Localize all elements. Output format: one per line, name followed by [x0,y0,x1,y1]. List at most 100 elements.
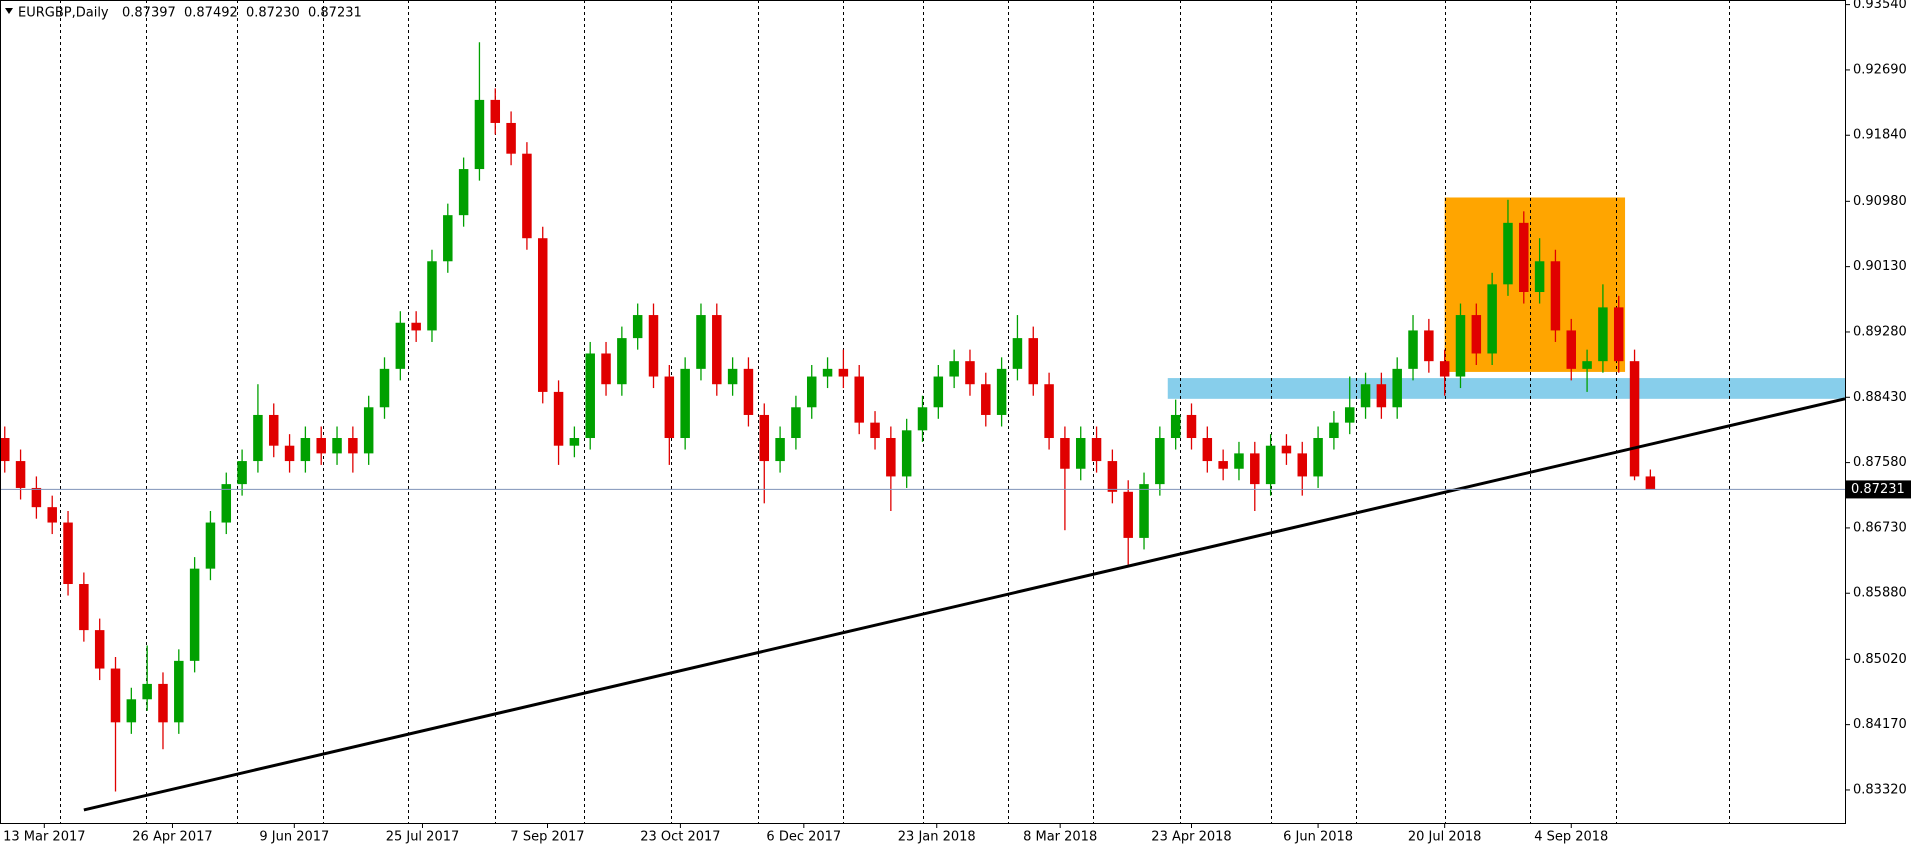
menu-triangle [5,8,13,14]
candle-body [617,338,627,385]
x-tick-label: 23 Oct 2017 [640,830,720,845]
candle-body [1550,261,1561,331]
x-tick-label: 26 Apr 2017 [132,830,212,845]
candle-body [458,169,469,216]
candle-body [1012,338,1023,369]
candle-body [284,445,295,462]
x-tick-label: 9 Jun 2017 [259,830,329,845]
y-tick-label: 0.86730 [1853,520,1907,535]
y-tick-label: 0.89280 [1853,324,1907,339]
candle-body [316,438,326,454]
candle-body [300,438,311,462]
x-tick-label: 6 Dec 2017 [766,830,841,845]
candle-body [870,422,880,439]
overlays [0,397,1846,812]
candle-body [965,361,975,385]
candle-body [110,668,121,723]
candle-body [411,322,421,331]
candles [0,42,1656,792]
candle-body [1344,407,1355,423]
ohlc-value: 0.87397 [122,6,176,21]
candle-body [0,438,10,462]
candle-body [696,315,706,369]
x-tick-label: 25 Jul 2017 [386,830,460,845]
candle-body [1360,384,1371,408]
candle-body [886,438,896,477]
candle-body [585,353,595,439]
candle-body [1170,414,1181,439]
y-tick-label: 0.92690 [1853,62,1907,77]
axes: 0.93540 0.92690 0.91840 0.90980 0.90130 0.892… [3,0,1911,845]
candle-body [1471,315,1482,354]
candle-body [1107,461,1118,492]
candle-body [253,414,263,462]
candle-body [822,368,833,377]
candle-body [1534,261,1545,293]
y-tick-label: 0.83320 [1853,782,1907,797]
candle-body [901,430,912,477]
candle-body [158,683,168,723]
candle-body [522,153,532,239]
candle-body [1582,361,1592,369]
candle-body [1218,461,1228,469]
candle-body [1091,438,1102,462]
candle-body [63,522,73,585]
x-tick-label: 23 Jan 2018 [898,830,976,845]
candle-body [791,407,801,439]
candle-body [981,384,991,415]
candle-body [94,630,105,669]
trend-line [83,397,1846,812]
candle-body [221,484,232,523]
candle-body [1281,445,1292,454]
y-tick-label: 0.90980 [1853,194,1907,209]
ohlc-value: 0.87231 [308,6,362,21]
candle-body [189,568,200,661]
x-tick-label: 4 Sep 2018 [1534,830,1608,845]
candle-body [1392,368,1402,408]
candle-body [474,99,485,170]
candle-body [1598,307,1608,362]
candle-body [142,683,152,700]
candle-body [490,99,501,123]
candle-body [1123,491,1133,538]
candle-body [1439,361,1450,377]
candle-body [537,238,548,392]
candle-body [395,322,406,369]
candle-body [775,438,785,462]
x-tick-label: 20 Jul 2018 [1408,830,1482,845]
candle-body [712,315,722,385]
candle-body [1202,438,1213,462]
candle-body [1566,330,1577,369]
candle-body [47,507,57,523]
candle-body [1613,307,1624,362]
ohlc-value: 0.87492 [184,6,238,21]
candle-body [1234,453,1244,469]
candle-body [1297,453,1308,477]
candle-body [348,438,358,454]
candle-body [1186,414,1197,439]
candle-body [332,438,342,454]
y-tick-label: 0.85880 [1853,586,1907,601]
candle-body [933,376,944,408]
candle-body [443,215,453,262]
candle-body [1250,453,1260,485]
candle-body [854,376,864,423]
candle-body [664,376,675,439]
candle-body [1028,338,1039,385]
candle-body [506,122,516,154]
current-price-label: 0.87231 [1851,482,1905,497]
candle-body [31,487,42,508]
candle-body [1629,361,1640,477]
candle-body [648,315,659,377]
y-tick-label: 0.90130 [1853,259,1907,274]
candle-body [1424,330,1434,362]
candle-body [743,368,754,415]
plot-frame [0,0,1846,824]
candle-body [727,368,738,385]
candle-body [363,407,374,454]
candle-body [237,461,247,485]
y-tick-label: 0.87580 [1853,455,1907,470]
candle-body [996,368,1007,415]
candle-body [1487,284,1497,354]
